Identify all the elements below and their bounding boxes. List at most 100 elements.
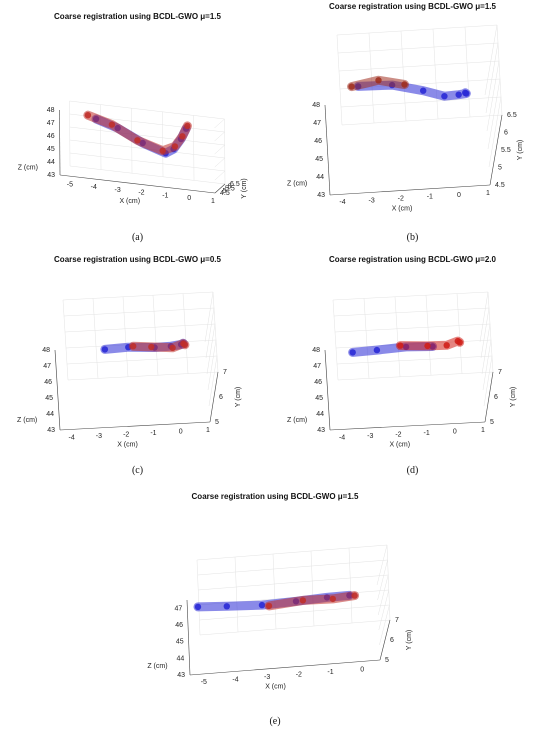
z-tick-label: 48	[312, 347, 320, 354]
grid-line	[69, 152, 225, 172]
x-tick-label: -5	[201, 679, 207, 686]
x-tick-label: 0	[179, 428, 183, 435]
z-axis-label: Z (cm)	[18, 164, 38, 171]
z-tick-label: 43	[317, 192, 325, 199]
z-tick-label: 43	[47, 172, 55, 179]
grid-line	[400, 30, 407, 122]
grid-line	[196, 544, 388, 561]
grid-line	[480, 307, 490, 359]
x-tick-label: -1	[427, 194, 433, 201]
grid-line	[481, 323, 491, 375]
grid-line	[482, 339, 492, 391]
chart-title: Coarse registration using BCDL-GWO μ=1.5	[54, 12, 221, 21]
z-tick-label: 46	[47, 133, 55, 140]
z-tick-label: 44	[316, 174, 324, 181]
panel-d: Coarse registration using BCDL-GWO μ=2.0…	[275, 250, 550, 495]
x-axis	[59, 174, 216, 194]
grid-line	[198, 574, 389, 591]
x-tick-label: -4	[232, 676, 238, 683]
z-axis-label: Z (cm)	[287, 181, 307, 188]
z-axis-label: Z (cm)	[17, 417, 37, 424]
chart-plot: -4 -3 -2 -1 0 15 6 7 48 47 46 45 44 43 X (cm) Z (cm) Y (…	[17, 291, 242, 448]
grid-line	[333, 307, 490, 317]
chart-plot: -5 -4 -3 -2 -1 0 5 6 7 47 46 45 44 43 X (cm) Z (cm) Y (c…	[147, 544, 413, 690]
y-tick-label: 6.5	[230, 181, 240, 188]
x-tick-label: -3	[369, 197, 375, 204]
data-point	[348, 83, 355, 90]
x-tick-label: 1	[486, 190, 490, 197]
x-axis	[59, 421, 211, 431]
x-tick-label: -2	[138, 190, 144, 197]
x-tick-label: 0	[360, 666, 364, 673]
data-point	[397, 342, 404, 349]
x-tick-label: 1	[206, 427, 210, 434]
y-tick-label: 5	[385, 657, 389, 664]
data-point	[455, 91, 462, 98]
grid-line	[62, 299, 69, 381]
y-tick-label: 7	[498, 369, 502, 376]
grid-line	[377, 559, 388, 601]
z-axis	[54, 349, 61, 431]
grid-line	[193, 115, 195, 181]
grid-line	[310, 550, 315, 627]
grid-line	[456, 293, 463, 374]
grid-line	[234, 556, 239, 633]
data-point	[171, 143, 179, 150]
data-point	[179, 133, 186, 140]
grid-line	[336, 355, 493, 365]
x-tick-label: -5	[67, 181, 73, 188]
y-tick-label: 7	[223, 369, 227, 376]
y-axis	[214, 183, 226, 194]
x-tick-label: 1	[211, 198, 215, 205]
data-point	[265, 602, 273, 610]
z-tick-label: 46	[44, 379, 52, 386]
z-tick-label: 46	[175, 622, 183, 629]
z-tick-label: 47	[43, 363, 51, 370]
grid-line	[337, 371, 494, 381]
grid-line	[67, 371, 219, 381]
z-axis	[324, 104, 331, 196]
data-point	[443, 342, 450, 349]
data-point	[84, 112, 92, 119]
data-point	[373, 346, 381, 354]
grid-line	[69, 165, 226, 185]
grid	[62, 291, 219, 423]
data-point	[401, 81, 408, 88]
x-tick-label: -1	[424, 430, 430, 437]
y-axis	[209, 371, 219, 423]
y-axis-label: Y (cm)	[517, 140, 524, 160]
panel-b: Coarse registration using BCDL-GWO μ=1.5…	[275, 0, 550, 250]
grid-line	[207, 339, 217, 391]
grid-line	[378, 589, 390, 631]
chart-plot: -5 -4 -3 -2 -1 0 1 4.555.566.5 48 47 46 45 44 43 X (cm…	[18, 100, 248, 205]
panel-label: (d)	[406, 465, 419, 476]
grid-line	[100, 104, 102, 170]
grid-line	[214, 157, 225, 168]
z-tick-label: 45	[47, 146, 55, 153]
grid-line	[464, 26, 471, 118]
data-point	[424, 342, 431, 350]
panel-label: (c)	[131, 465, 144, 476]
series-1	[395, 336, 465, 351]
data-point	[184, 122, 191, 130]
z-axis-label: Z (cm)	[147, 663, 167, 670]
y-axis-label: Y (cm)	[235, 387, 242, 407]
x-tick-label: -4	[339, 199, 345, 206]
panel-label: (e)	[269, 716, 281, 727]
y-tick-label: 6.5	[507, 112, 517, 119]
data-point	[441, 93, 448, 100]
chart-title: Coarse registration using BCDL-GWO μ=0.5	[54, 255, 221, 264]
grid-line	[63, 307, 215, 317]
grid-line	[425, 295, 432, 376]
z-tick-label: 47	[313, 363, 321, 370]
data-point	[159, 147, 166, 154]
x-tick-label: -3	[264, 674, 270, 681]
x-axis-label: X (cm)	[392, 206, 413, 213]
x-axis-label: X (cm)	[119, 198, 140, 205]
z-tick-label: 45	[176, 639, 184, 646]
z-tick-label: 45	[315, 156, 323, 163]
data-point	[169, 344, 176, 351]
grid-line	[496, 24, 503, 116]
x-tick-label: 1	[481, 427, 485, 434]
x-axis	[329, 421, 486, 431]
